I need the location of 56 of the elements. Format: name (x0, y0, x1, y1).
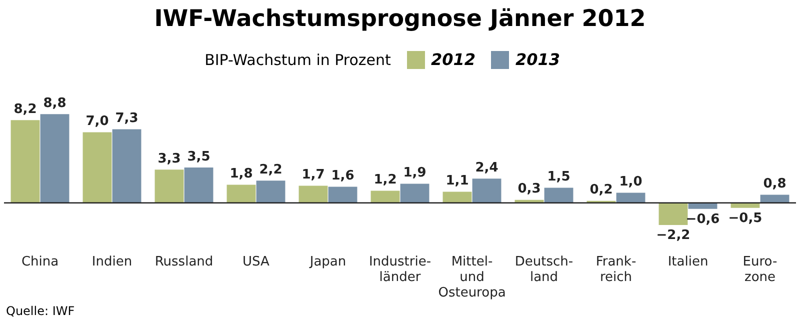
data-label: 7,3 (115, 111, 138, 126)
source-note: Quelle: IWF (6, 304, 75, 318)
legend-label: 2013 (515, 50, 560, 69)
data-label: 1,2 (374, 172, 397, 188)
bar (688, 202, 718, 209)
x-tick-label: Italien (668, 254, 708, 270)
x-tick-label: Industrie- länder (368, 254, 432, 285)
bar (10, 120, 40, 203)
data-label: 0,8 (763, 176, 786, 192)
x-tick-label: Mittel- und Osteuropa (438, 254, 506, 301)
legend-title: BIP-Wachstum in Prozent (204, 50, 391, 68)
data-label: −0,5 (728, 210, 762, 226)
bar (40, 114, 70, 203)
data-label: 7,0 (86, 114, 109, 130)
bar (658, 202, 688, 226)
data-label: 1,9 (403, 166, 426, 181)
bar (184, 168, 214, 203)
bar (544, 188, 574, 203)
chart-title: IWF-Wachstumsprognose Jänner 2012 (153, 5, 647, 34)
bar (370, 190, 400, 203)
bar (82, 132, 112, 203)
x-tick-label: Russland (154, 254, 214, 270)
data-label: 8,2 (14, 102, 37, 118)
data-label: −2,2 (656, 228, 690, 243)
x-tick-label: Euro- zone (742, 254, 778, 285)
bar (298, 186, 328, 203)
data-label: 1,5 (547, 170, 570, 185)
bar (442, 192, 472, 203)
data-label: 3,5 (187, 149, 210, 164)
data-label: 1,6 (331, 168, 354, 184)
bar (616, 192, 646, 203)
data-label: 1,1 (446, 174, 469, 189)
x-tick-label: Indien (92, 254, 132, 270)
bar (472, 178, 502, 203)
bar (154, 170, 184, 203)
data-label: 0,3 (518, 182, 541, 197)
data-label: 2,2 (259, 162, 282, 178)
x-tick-label: Frank- reich (596, 254, 636, 285)
bar (112, 129, 142, 203)
x-tick-label: Japan (308, 254, 346, 270)
data-label: 1,8 (230, 166, 253, 182)
x-tick-label: USA (242, 254, 270, 270)
data-label: 1,7 (302, 168, 325, 183)
bar (226, 184, 256, 203)
bar (760, 194, 790, 203)
legend-label: 2012 (430, 50, 476, 69)
data-label: 1,0 (619, 174, 642, 190)
data-label: 0,2 (590, 182, 613, 198)
data-label: 3,3 (158, 151, 181, 166)
bar (256, 180, 286, 203)
bar (400, 184, 430, 203)
data-label: 8,8 (43, 96, 66, 111)
bar (328, 186, 358, 203)
x-tick-label: China (21, 254, 59, 270)
x-tick-label: Deutsch- land (514, 254, 574, 285)
data-label: 2,4 (475, 160, 498, 176)
